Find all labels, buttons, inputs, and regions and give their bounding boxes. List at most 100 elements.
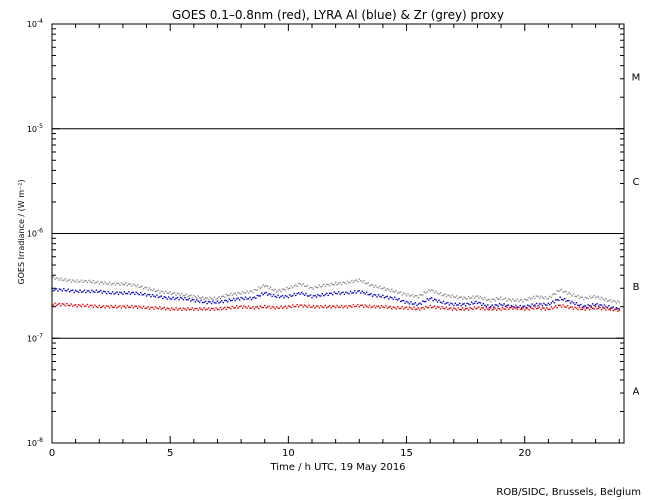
data-point xyxy=(473,297,476,299)
data-point xyxy=(401,294,403,296)
data-point xyxy=(61,279,64,281)
data-point xyxy=(287,288,290,290)
data-point xyxy=(162,297,164,300)
data-point xyxy=(512,305,514,308)
data-point xyxy=(339,293,341,295)
data-point xyxy=(295,284,297,286)
data-point xyxy=(494,299,496,302)
data-point xyxy=(258,286,260,288)
data-point xyxy=(252,306,254,308)
data-point xyxy=(606,300,609,303)
data-point xyxy=(618,301,620,304)
data-point xyxy=(108,281,111,284)
flare-class-labels: A B C M xyxy=(632,72,641,397)
data-point xyxy=(504,308,507,310)
data-point xyxy=(153,295,155,297)
y-tick-label: 10-4 xyxy=(27,18,43,29)
data-point xyxy=(586,306,588,309)
data-point xyxy=(450,302,452,304)
data-point xyxy=(79,289,81,291)
data-point xyxy=(98,283,100,285)
data-point xyxy=(210,307,213,310)
data-point xyxy=(614,309,616,311)
data-point xyxy=(405,295,408,297)
data-point xyxy=(617,307,619,310)
data-point xyxy=(160,290,163,292)
data-point xyxy=(515,304,517,307)
data-point xyxy=(308,295,310,297)
data-point xyxy=(334,292,337,295)
data-point xyxy=(391,288,393,291)
data-point xyxy=(107,305,109,308)
data-point xyxy=(509,307,511,309)
data-point xyxy=(436,306,439,308)
data-point xyxy=(603,304,606,306)
data-point xyxy=(142,288,145,290)
data-point xyxy=(269,293,272,296)
data-point xyxy=(361,290,363,292)
data-point xyxy=(240,293,242,295)
data-point xyxy=(74,289,77,292)
data-point xyxy=(295,294,297,297)
data-point xyxy=(122,293,124,295)
data-point xyxy=(66,280,68,283)
data-point xyxy=(577,308,579,311)
data-point xyxy=(428,288,430,291)
data-point xyxy=(89,304,92,307)
data-point xyxy=(377,294,380,296)
data-point xyxy=(60,305,62,307)
data-point xyxy=(426,290,428,293)
data-point xyxy=(181,292,183,295)
data-point xyxy=(314,307,316,309)
data-point xyxy=(399,307,402,310)
data-point xyxy=(71,289,74,291)
data-point xyxy=(139,291,142,294)
data-point xyxy=(224,296,226,298)
data-point xyxy=(481,297,483,299)
data-point xyxy=(396,305,399,308)
data-point xyxy=(191,299,194,301)
data-point xyxy=(374,294,377,296)
data-point xyxy=(168,307,170,310)
data-point xyxy=(185,309,188,311)
data-point xyxy=(560,288,563,290)
data-point xyxy=(501,298,504,301)
data-point xyxy=(345,305,347,307)
data-point xyxy=(194,296,196,298)
data-point xyxy=(131,285,133,287)
y-tick-label: 10-5 xyxy=(27,123,43,134)
data-point xyxy=(176,309,179,311)
data-point xyxy=(330,292,332,295)
data-point xyxy=(172,292,174,295)
data-point xyxy=(416,304,418,307)
data-point xyxy=(182,298,185,301)
data-point xyxy=(537,305,539,307)
data-point xyxy=(574,306,576,308)
data-point xyxy=(422,306,424,309)
data-point xyxy=(586,297,588,299)
data-point xyxy=(399,300,402,303)
data-point xyxy=(327,306,329,308)
data-point xyxy=(191,296,194,299)
data-point xyxy=(241,297,244,300)
data-point xyxy=(101,292,103,294)
data-point xyxy=(383,287,386,289)
data-point xyxy=(617,300,619,302)
data-point xyxy=(472,295,474,297)
data-point xyxy=(497,307,499,310)
data-point xyxy=(500,304,502,306)
data-point xyxy=(110,284,112,286)
data-point xyxy=(331,293,334,296)
data-point xyxy=(526,299,529,302)
data-point xyxy=(274,308,276,310)
data-point xyxy=(69,279,71,281)
data-point xyxy=(206,308,208,310)
data-point xyxy=(618,308,620,310)
data-point xyxy=(583,305,585,308)
data-point xyxy=(82,291,84,293)
data-point xyxy=(558,299,560,301)
data-point xyxy=(558,304,560,306)
data-point xyxy=(103,283,105,285)
chart-title: GOES 0.1–0.8nm (red), LYRA Al (blue) & Z… xyxy=(172,8,504,22)
data-point xyxy=(420,294,423,296)
